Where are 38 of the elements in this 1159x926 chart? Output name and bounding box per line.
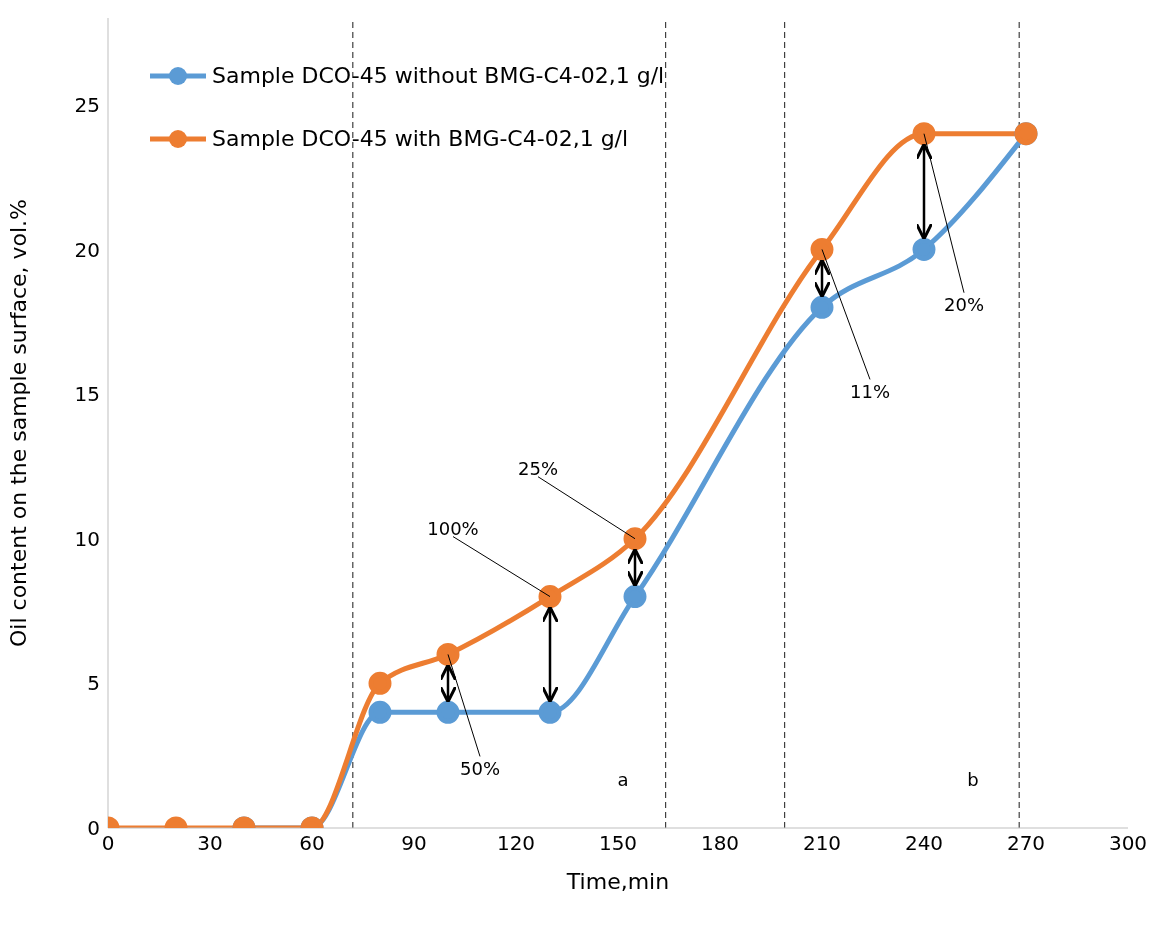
point xyxy=(538,585,562,609)
annotation: 50% xyxy=(459,757,501,779)
point xyxy=(912,122,936,146)
point xyxy=(538,700,562,724)
y-axis-title: Oil content on the sample surface, vol.% xyxy=(5,198,31,648)
y-tick-label: 20 xyxy=(74,237,100,262)
y-tick-label: 15 xyxy=(74,382,100,407)
point xyxy=(368,700,392,724)
x-tick-label: 240 xyxy=(904,831,944,856)
y-tick-label: 5 xyxy=(87,671,100,696)
x-tick-label: 210 xyxy=(802,831,842,856)
point xyxy=(623,527,647,551)
legend-label: Sample DCO-45 without BMG-C4-02,1 g/l xyxy=(212,63,665,88)
x-tick-label: 300 xyxy=(1108,831,1148,856)
point xyxy=(623,585,647,609)
y-tick-label: 10 xyxy=(74,526,100,551)
point xyxy=(810,295,834,319)
point xyxy=(436,700,460,724)
x-tick-label: 60 xyxy=(299,831,325,856)
x-tick-label: 120 xyxy=(496,831,536,856)
y-tick-label: 25 xyxy=(74,92,100,117)
legend-label: Sample DCO-45 with BMG-C4-02,1 g/l xyxy=(212,126,629,151)
annotation: b xyxy=(967,768,979,790)
annotation: 25% xyxy=(517,458,559,480)
point xyxy=(436,642,460,666)
annotation: 11% xyxy=(849,380,891,402)
annotation: a xyxy=(617,768,629,790)
x-tick-label: 90 xyxy=(401,831,427,856)
point xyxy=(912,237,936,261)
x-axis-title: Time,min xyxy=(565,868,670,894)
annotation: 20% xyxy=(943,294,985,316)
point xyxy=(368,671,392,695)
x-tick-label: 180 xyxy=(700,831,740,856)
x-tick-label: 30 xyxy=(197,831,223,856)
point xyxy=(810,237,834,261)
x-tick-label: 270 xyxy=(1006,831,1046,856)
x-tick-label: 150 xyxy=(598,831,638,856)
annotation: 100% xyxy=(427,518,479,540)
